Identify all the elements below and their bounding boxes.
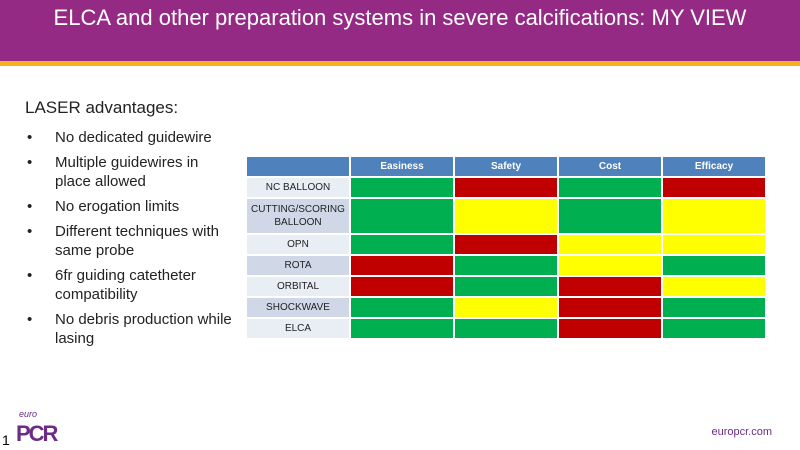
rating-cell-yellow <box>453 296 559 319</box>
column-header: Safety <box>453 155 559 178</box>
column-header: Cost <box>557 155 663 178</box>
rating-cell-green <box>349 233 455 256</box>
rating-cell-green <box>349 197 455 235</box>
rating-cell-red <box>453 176 559 199</box>
row-label: ORBITAL <box>245 275 351 298</box>
table-row: ORBITAL <box>245 275 767 298</box>
logo-pcr-text: PCR <box>16 421 58 446</box>
table-row: OPN <box>245 233 767 256</box>
bullet-item: • Multiple guidewires in place allowed <box>25 153 235 191</box>
header-empty <box>245 155 351 178</box>
rating-cell-yellow <box>557 233 663 256</box>
row-label: ELCA <box>245 317 351 340</box>
title-accent-stripe <box>0 61 800 66</box>
bullet-icon: • <box>27 311 33 328</box>
bullet-text: Different techniques with same probe <box>55 223 219 259</box>
rating-cell-green <box>557 197 663 235</box>
bullet-text: 6fr guiding catetheter compatibility <box>55 267 196 303</box>
bullet-icon: • <box>27 129 33 146</box>
logo-euro-text: euro <box>19 409 38 419</box>
row-label: ROTA <box>245 254 351 277</box>
rating-cell-yellow <box>453 197 559 235</box>
table-row: ROTA <box>245 254 767 277</box>
row-label: OPN <box>245 233 351 256</box>
footer-url: europcr.com <box>711 426 772 438</box>
table-header-row: Easiness Safety Cost Efficacy <box>245 155 767 178</box>
rating-cell-green <box>349 296 455 319</box>
rating-cell-red <box>557 296 663 319</box>
page-number: 1 <box>2 432 10 448</box>
bullet-icon: • <box>27 154 33 171</box>
row-label: NC BALLOON <box>245 176 351 199</box>
comparison-table: Easiness Safety Cost Efficacy NC BALLOON CUTT… <box>245 155 767 340</box>
bullet-item: • No debris production while lasing <box>25 310 235 348</box>
bullet-text: Multiple guidewires in place allowed <box>55 154 199 190</box>
bullet-text: No debris production while lasing <box>55 311 232 347</box>
rating-cell-green <box>661 296 767 319</box>
column-header: Efficacy <box>661 155 767 178</box>
bullet-text: No erogation limits <box>55 198 180 215</box>
bullet-text: No dedicated guidewire <box>55 129 212 146</box>
bullet-icon: • <box>27 267 33 284</box>
bullet-item: • No erogation limits <box>25 197 235 216</box>
rating-cell-yellow <box>661 275 767 298</box>
rating-cell-red <box>349 275 455 298</box>
rating-cell-green <box>661 254 767 277</box>
rating-cell-green <box>349 176 455 199</box>
slide-title: ELCA and other preparation systems in se… <box>0 0 800 61</box>
advantages-heading: LASER advantages: <box>25 98 179 117</box>
table-row: CUTTING/SCORING BALLOON <box>245 197 767 235</box>
rating-cell-green <box>453 317 559 340</box>
row-label: CUTTING/SCORING BALLOON <box>245 197 351 235</box>
rating-cell-red <box>453 233 559 256</box>
bullet-icon: • <box>27 198 33 215</box>
bullet-icon: • <box>27 223 33 240</box>
table-row: ELCA <box>245 317 767 340</box>
rating-cell-red <box>661 176 767 199</box>
rating-cell-red <box>349 254 455 277</box>
rating-cell-red <box>557 317 663 340</box>
advantages-list: • No dedicated guidewire • Multiple guidewi… <box>25 128 235 354</box>
bullet-item: • No dedicated guidewire <box>25 128 235 147</box>
bullet-item: • Different techniques with same probe <box>25 222 235 260</box>
rating-cell-green <box>453 254 559 277</box>
rating-cell-green <box>557 176 663 199</box>
table-row: SHOCKWAVE <box>245 296 767 319</box>
row-label: SHOCKWAVE <box>245 296 351 319</box>
column-header: Easiness <box>349 155 455 178</box>
rating-cell-green <box>661 317 767 340</box>
bullet-item: • 6fr guiding catetheter compatibility <box>25 266 235 304</box>
table-row: NC BALLOON <box>245 176 767 199</box>
rating-cell-red <box>557 275 663 298</box>
rating-cell-yellow <box>557 254 663 277</box>
rating-cell-yellow <box>661 233 767 256</box>
rating-cell-green <box>349 317 455 340</box>
rating-cell-yellow <box>661 197 767 235</box>
rating-cell-green <box>453 275 559 298</box>
